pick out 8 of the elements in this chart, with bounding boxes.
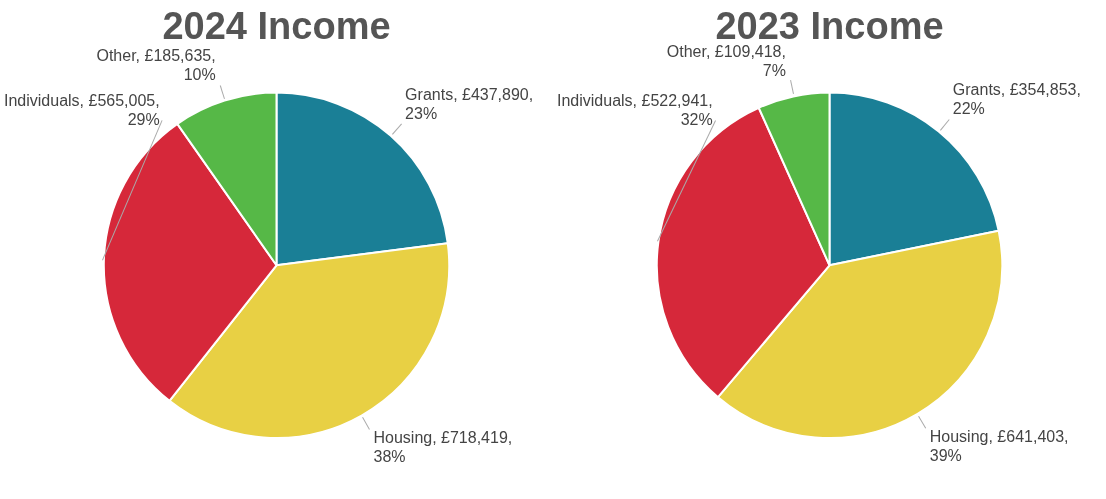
slice-label: Individuals, £522,941, 32% [557, 91, 713, 128]
slice-label: Housing, £718,419, 38% [373, 429, 513, 466]
slice-label: Grants, £354,853, 22% [952, 81, 1081, 118]
slice-label: Housing, £641,403, 39% [929, 427, 1069, 464]
chart-title: 2024 Income [162, 5, 391, 48]
slice-label: Grants, £437,890, 23% [405, 85, 534, 122]
slice-label: Individuals, £565,005, 29% [4, 91, 160, 128]
slice-label: Other, £185,635, 10% [96, 47, 216, 84]
